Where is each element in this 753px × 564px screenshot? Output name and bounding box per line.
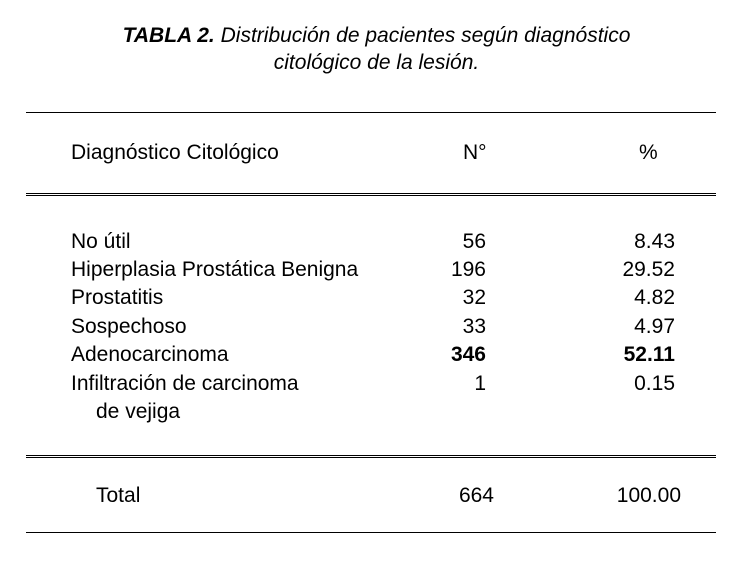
row-percent: 29.52 <box>622 258 675 281</box>
row-diagnosis: Hiperplasia Prostática Benigna <box>71 258 359 281</box>
row-count: 1 <box>474 372 486 395</box>
total-percent: 100.00 <box>616 484 681 507</box>
row-diagnosis: Prostatitis <box>71 286 164 309</box>
row-percent: 8.43 <box>634 230 675 253</box>
row-percent: 0.15 <box>634 372 675 395</box>
row-count: 32 <box>462 286 486 309</box>
top-rule <box>26 112 716 113</box>
row-count: 33 <box>462 315 486 338</box>
total-label: Total <box>96 484 141 507</box>
header-count: N° <box>463 141 487 164</box>
bottom-rule <box>26 532 716 533</box>
title-line-2: citológico de la lesión. <box>273 51 480 74</box>
table-title: TABLA 2. Distribución de pacientes según… <box>0 22 753 76</box>
row-diagnosis: Infiltración de carcinoma <box>71 372 299 395</box>
total-count: 664 <box>458 484 494 507</box>
row-count: 346 <box>450 343 486 366</box>
row-percent: 4.82 <box>634 286 675 309</box>
header-diagnosis: Diagnóstico Citológico <box>71 141 279 164</box>
row-count: 56 <box>462 230 486 253</box>
body-double-rule <box>26 455 716 458</box>
title-text: Distribución de pacientes según diagnóst… <box>214 24 631 47</box>
row-percent: 52.11 <box>623 343 675 366</box>
header-percent: % <box>639 141 658 164</box>
row-count: 196 <box>450 258 486 281</box>
row-diagnosis: Adenocarcinoma <box>71 343 229 366</box>
row-diagnosis: Sospechoso <box>71 315 187 338</box>
row-diagnosis: No útil <box>71 230 131 253</box>
header-double-rule <box>26 193 716 196</box>
row-percent: 4.97 <box>634 315 675 338</box>
row-diagnosis-continuation: de vejiga <box>96 400 181 423</box>
title-label: TABLA 2. <box>122 24 215 47</box>
title-line-1: TABLA 2. Distribución de pacientes según… <box>0 22 753 49</box>
